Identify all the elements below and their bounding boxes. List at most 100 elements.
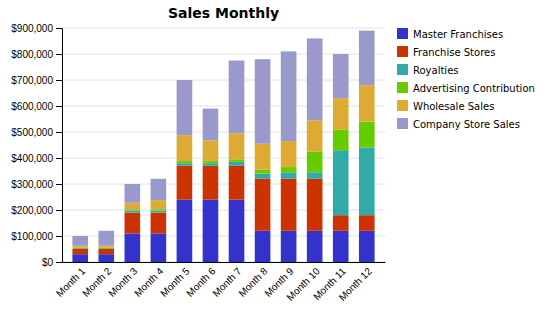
grid [62, 28, 385, 262]
bar [307, 231, 323, 262]
bar [307, 172, 323, 179]
tick-label: $400,000 [11, 153, 53, 164]
bar [151, 179, 167, 200]
tick: $0 [42, 257, 62, 268]
bar [125, 203, 141, 210]
bar [359, 122, 375, 148]
legend-label: Advertising Contribution [413, 83, 535, 94]
axis-line [56, 29, 63, 263]
plot: Month 1Month 2Month 3Month 4Month 5Month… [11, 23, 385, 303]
tick: $400,000 [11, 153, 62, 164]
bar [255, 59, 271, 144]
bar [177, 161, 193, 163]
legend-label: Master Franchises [413, 29, 503, 40]
bar [255, 179, 271, 231]
tick: $500,000 [11, 127, 62, 138]
bar [72, 248, 88, 250]
tick: $200,000 [11, 205, 62, 216]
bar-series [72, 166, 374, 254]
legend-label: Wholesale Sales [413, 101, 494, 112]
bar [333, 231, 349, 262]
title: Sales Monthly [168, 5, 279, 21]
bar [203, 200, 219, 262]
bars [72, 31, 374, 262]
bar [177, 200, 193, 262]
bar [98, 254, 114, 262]
bar [229, 61, 245, 134]
legend-label: Royalties [413, 65, 459, 76]
bar [307, 152, 323, 173]
bar [125, 233, 141, 262]
bar [98, 248, 114, 250]
bar [177, 80, 193, 135]
tick-label: $500,000 [11, 127, 53, 138]
bar [125, 211, 141, 213]
bar [333, 54, 349, 98]
bar [359, 31, 375, 86]
bar [255, 174, 271, 179]
legend-label: Franchise Stores [413, 47, 495, 58]
tick: $300,000 [11, 179, 62, 190]
legend-item: Royalties [397, 64, 459, 76]
axis-line [63, 262, 386, 263]
tick-label: $700,000 [11, 75, 53, 86]
legend-swatch [397, 118, 408, 129]
legend: Master Franchises Franchise Stores Royalti… [397, 28, 535, 130]
bar [203, 140, 219, 161]
y-axis: $0 $100,000 $200,000 $300,000 $400,000 $500,0… [11, 23, 62, 268]
tick-label: $800,000 [11, 49, 53, 60]
bar [255, 231, 271, 262]
bar [98, 231, 114, 246]
bar [229, 200, 245, 262]
bar-series [72, 31, 374, 246]
bar [333, 98, 349, 129]
tick: Month 12 [337, 262, 375, 303]
legend-swatch [397, 46, 408, 57]
bar [151, 200, 167, 209]
legend-label: Company Store Sales [413, 119, 520, 130]
bar [359, 215, 375, 231]
bar [281, 51, 297, 141]
bar [72, 246, 88, 248]
tick-label: $0 [42, 257, 54, 268]
x-axis: Month 1Month 2Month 3Month 4Month 5Month… [54, 262, 386, 303]
bar [229, 162, 245, 166]
bar [229, 133, 245, 159]
tick: $100,000 [11, 231, 62, 242]
tick-mark [56, 106, 62, 107]
bar [307, 120, 323, 151]
legend-item: Wholesale Sales [397, 100, 494, 112]
bar [333, 129, 349, 150]
bar [98, 249, 114, 254]
tick-mark [56, 132, 62, 133]
bar-series [72, 122, 374, 249]
bar [255, 170, 271, 174]
bar [307, 179, 323, 231]
legend-item: Master Franchises [397, 28, 503, 40]
bar [177, 135, 193, 161]
bar [333, 215, 349, 231]
tick-mark [56, 210, 62, 211]
tick-label: $900,000 [11, 23, 53, 34]
bar [125, 209, 141, 210]
bar [229, 159, 245, 162]
tick-mark [56, 184, 62, 185]
bar [359, 148, 375, 216]
bar [229, 166, 245, 200]
grid-line [62, 28, 385, 29]
legend-swatch [397, 82, 408, 93]
bar [281, 179, 297, 231]
bar [281, 231, 297, 262]
tick-label: $100,000 [11, 231, 53, 242]
bar [307, 38, 323, 120]
tick: $700,000 [11, 75, 62, 86]
bar [151, 233, 167, 262]
bar [151, 213, 167, 234]
bar-series [72, 200, 374, 262]
bar [151, 211, 167, 213]
bar [177, 163, 193, 166]
legend-swatch [397, 64, 408, 75]
bar [151, 209, 167, 210]
bar [72, 249, 88, 254]
bar [255, 144, 271, 170]
